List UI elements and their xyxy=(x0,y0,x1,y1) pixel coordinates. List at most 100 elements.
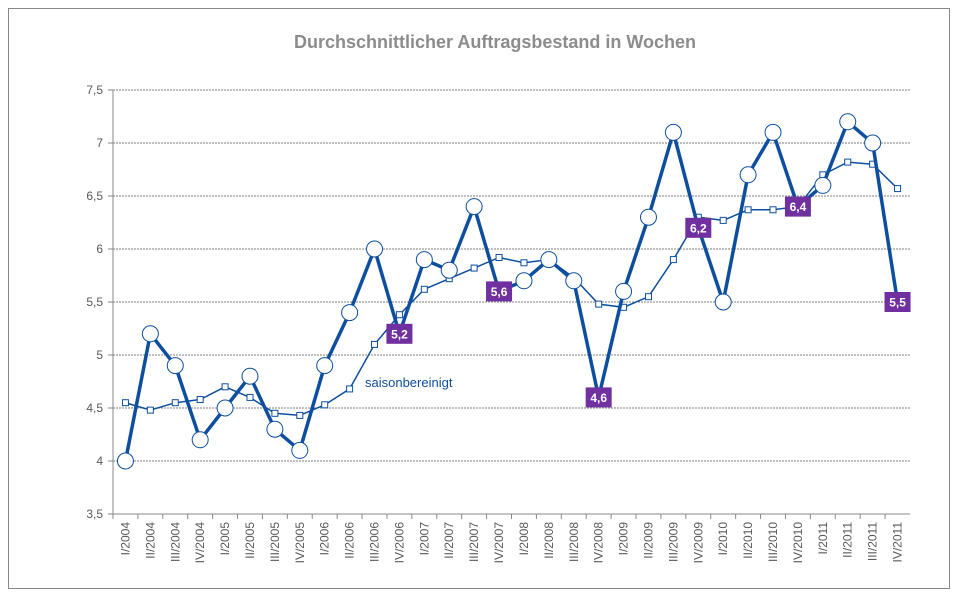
marker xyxy=(191,431,209,449)
marker xyxy=(744,206,752,214)
marker xyxy=(540,251,558,269)
marker xyxy=(296,411,304,419)
marker xyxy=(440,261,458,279)
marker xyxy=(769,206,777,214)
marker xyxy=(341,304,359,322)
marker xyxy=(121,399,129,407)
marker xyxy=(146,406,154,414)
marker xyxy=(316,357,334,375)
marker xyxy=(371,340,379,348)
x-tick-label: IV/2006 xyxy=(392,522,406,564)
marker xyxy=(639,208,657,226)
data-label: 5,6 xyxy=(491,285,508,299)
marker xyxy=(196,396,204,404)
x-tick-label: I/2008 xyxy=(517,522,531,556)
marker xyxy=(246,393,254,401)
x-tick-label: III/2008 xyxy=(567,522,581,562)
x-tick-label: I/2007 xyxy=(417,522,431,556)
marker xyxy=(420,285,428,293)
marker xyxy=(470,264,478,272)
x-tick-label: III/2010 xyxy=(766,522,780,562)
x-tick-label: II/2004 xyxy=(143,522,157,559)
x-tick-label: III/2007 xyxy=(467,522,481,562)
marker xyxy=(291,441,309,459)
x-tick-label: IV/2009 xyxy=(691,522,705,564)
marker xyxy=(764,123,782,141)
x-tick-label: IV/2004 xyxy=(193,522,207,564)
marker xyxy=(171,399,179,407)
marker xyxy=(395,311,403,319)
marker xyxy=(864,134,882,152)
x-tick-label: III/2004 xyxy=(168,522,182,562)
marker xyxy=(664,123,682,141)
marker xyxy=(366,240,384,258)
data-label-box xyxy=(884,292,911,312)
marker xyxy=(465,198,483,216)
x-tick-label: IV/2011 xyxy=(891,522,905,563)
marker xyxy=(495,253,503,261)
marker xyxy=(894,185,902,193)
marker xyxy=(116,452,134,470)
x-tick-label: III/2006 xyxy=(368,522,382,562)
marker xyxy=(669,256,677,264)
x-tick-label: III/2011 xyxy=(866,522,880,561)
marker xyxy=(241,367,259,385)
data-label: 6,2 xyxy=(690,221,707,235)
data-label-box xyxy=(784,196,811,217)
y-tick-label: 3,5 xyxy=(86,507,103,521)
y-tick-label: 4,5 xyxy=(86,401,103,415)
y-tick-label: 6,5 xyxy=(86,189,103,203)
y-tick-label: 7,5 xyxy=(86,83,103,97)
marker xyxy=(719,216,727,224)
x-tick-label: II/2008 xyxy=(542,522,556,559)
marker xyxy=(216,399,234,417)
marker xyxy=(346,385,354,393)
y-tick-label: 7 xyxy=(96,136,103,150)
marker xyxy=(714,293,732,311)
data-label-box xyxy=(486,281,513,302)
x-tick-label: III/2009 xyxy=(666,522,680,562)
x-tick-label: I/2006 xyxy=(318,522,332,556)
y-tick-label: 5,5 xyxy=(86,295,103,309)
x-tick-label: I/2005 xyxy=(218,522,232,556)
x-tick-label: II/2011 xyxy=(841,522,855,558)
x-tick-label: II/2005 xyxy=(243,522,257,559)
x-tick-label: III/2005 xyxy=(268,522,282,562)
marker xyxy=(166,357,184,375)
marker xyxy=(321,401,329,409)
data-label: 5,2 xyxy=(391,327,408,341)
marker xyxy=(595,300,603,308)
series-line xyxy=(125,161,899,417)
data-label: 5,5 xyxy=(889,296,906,310)
x-tick-label: IV/2010 xyxy=(791,522,805,564)
x-tick-label: II/2010 xyxy=(741,522,755,559)
marker xyxy=(271,409,279,417)
x-tick-label: I/2011 xyxy=(816,522,830,555)
marker xyxy=(644,293,652,301)
x-tick-label: II/2009 xyxy=(641,522,655,559)
x-tick-label: IV/2005 xyxy=(293,522,307,564)
marker xyxy=(515,272,533,290)
marker xyxy=(565,272,583,290)
x-tick-label: II/2007 xyxy=(442,522,456,559)
marker xyxy=(839,113,857,131)
data-label: 4,6 xyxy=(590,391,607,405)
marker xyxy=(615,282,633,300)
series-annotation: saisonbereinigt xyxy=(365,375,453,390)
x-tick-label: I/2010 xyxy=(716,522,730,556)
data-label-box xyxy=(585,387,612,408)
y-tick-label: 4 xyxy=(96,454,103,468)
marker xyxy=(844,158,852,166)
data-label: 6,4 xyxy=(790,200,807,214)
y-tick-label: 6 xyxy=(96,242,103,256)
marker xyxy=(739,166,757,184)
chart-title: Durchschnittlicher Auftragsbestand in Wo… xyxy=(294,32,696,52)
marker xyxy=(814,176,832,194)
chart-border xyxy=(8,8,950,589)
x-tick-label: I/2004 xyxy=(118,522,132,556)
marker xyxy=(266,420,284,438)
y-tick-label: 5 xyxy=(96,348,103,362)
x-tick-label: IV/2007 xyxy=(492,522,506,564)
x-tick-label: I/2009 xyxy=(617,522,631,556)
